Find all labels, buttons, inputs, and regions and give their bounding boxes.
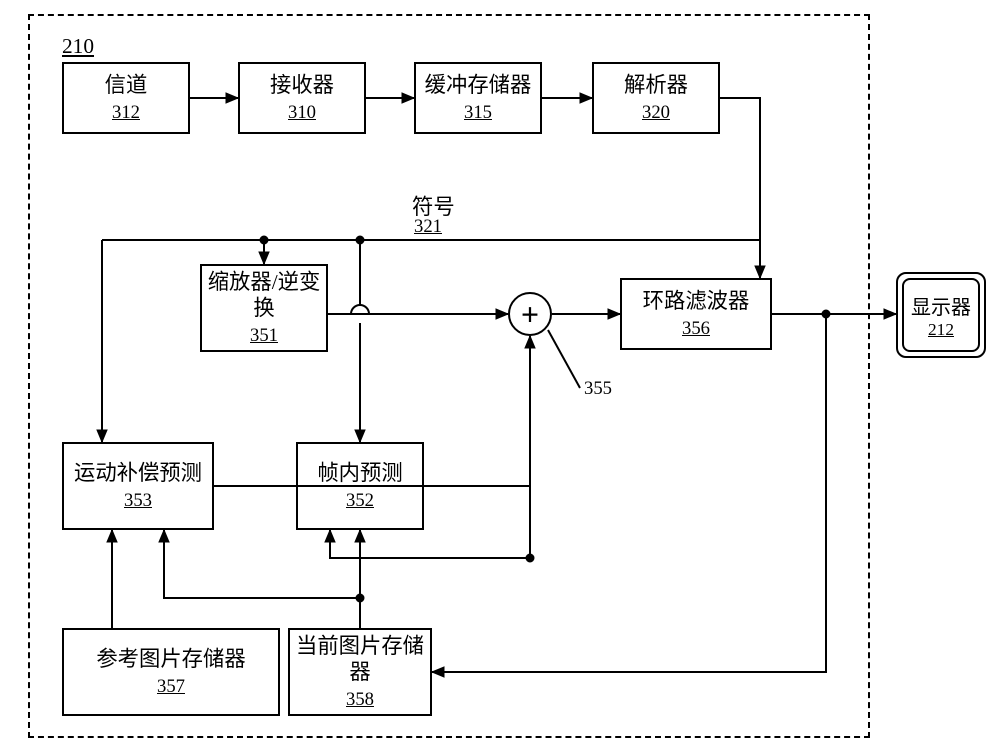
node-mcpred-refnum: 353	[124, 489, 152, 512]
display-refnum: 212	[928, 320, 954, 340]
node-channel-refnum: 312	[112, 101, 140, 124]
node-scaler: 缩放器/逆变换 351	[200, 264, 328, 352]
display-device: 显示器 212	[896, 272, 986, 358]
node-loopfilter: 环路滤波器 356	[620, 278, 772, 350]
node-curmem-refnum: 358	[346, 688, 374, 711]
node-intrapred-label: 帧内预测	[317, 460, 402, 487]
node-parser: 解析器 320	[592, 62, 720, 134]
node-mcpred-label: 运动补偿预测	[74, 460, 202, 487]
node-intrapred-refnum: 352	[346, 489, 374, 512]
node-receiver-refnum: 310	[288, 101, 316, 124]
enclosure-refnum: 210	[62, 34, 94, 59]
node-loopfilter-label: 环路滤波器	[643, 288, 750, 315]
node-loopfilter-refnum: 356	[682, 317, 710, 340]
node-mcpred: 运动补偿预测 353	[62, 442, 214, 530]
node-curmem-label: 当前图片存储器	[290, 633, 430, 686]
node-parser-refnum: 320	[642, 101, 670, 124]
node-channel: 信道 312	[62, 62, 190, 134]
node-scaler-label: 缩放器/逆变换	[202, 269, 326, 322]
node-intrapred: 帧内预测 352	[296, 442, 424, 530]
node-receiver: 接收器 310	[238, 62, 366, 134]
display-screen: 显示器 212	[902, 278, 980, 352]
node-channel-label: 信道	[105, 72, 148, 99]
node-receiver-label: 接收器	[270, 72, 334, 99]
node-scaler-refnum: 351	[250, 324, 278, 347]
node-refmem-label: 参考图片存储器	[96, 646, 245, 673]
node-refmem: 参考图片存储器 357	[62, 628, 280, 716]
node-buffer-label: 缓冲存储器	[425, 72, 532, 99]
summation-refnum: 355	[584, 378, 612, 400]
node-curmem: 当前图片存储器 358	[288, 628, 432, 716]
node-buffer-refnum: 315	[464, 101, 492, 124]
symbol-refnum: 321	[414, 216, 442, 238]
display-label: 显示器	[911, 291, 971, 320]
node-buffer: 缓冲存储器 315	[414, 62, 542, 134]
node-parser-label: 解析器	[624, 72, 688, 99]
node-refmem-refnum: 357	[157, 675, 185, 698]
summation-node: +	[508, 292, 552, 336]
summation-glyph: +	[521, 296, 539, 333]
